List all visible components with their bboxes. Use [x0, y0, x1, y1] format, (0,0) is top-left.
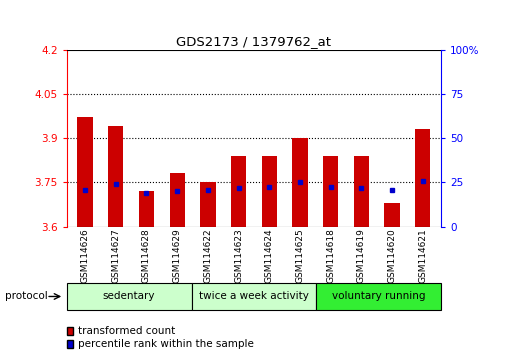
- Bar: [415, 129, 430, 227]
- Bar: [353, 156, 369, 227]
- Text: twice a week activity: twice a week activity: [199, 291, 309, 302]
- Bar: [139, 191, 154, 227]
- Bar: [108, 126, 124, 227]
- Bar: [169, 173, 185, 227]
- Title: GDS2173 / 1379762_at: GDS2173 / 1379762_at: [176, 35, 331, 48]
- Bar: [384, 203, 400, 227]
- Text: percentile rank within the sample: percentile rank within the sample: [78, 339, 254, 349]
- Text: transformed count: transformed count: [78, 326, 176, 336]
- Bar: [323, 156, 339, 227]
- Bar: [200, 182, 215, 227]
- Bar: [262, 156, 277, 227]
- Bar: [292, 138, 308, 227]
- Text: sedentary: sedentary: [103, 291, 155, 302]
- Bar: [77, 118, 93, 227]
- Text: voluntary running: voluntary running: [332, 291, 425, 302]
- Text: protocol: protocol: [5, 291, 48, 302]
- Bar: [231, 156, 246, 227]
